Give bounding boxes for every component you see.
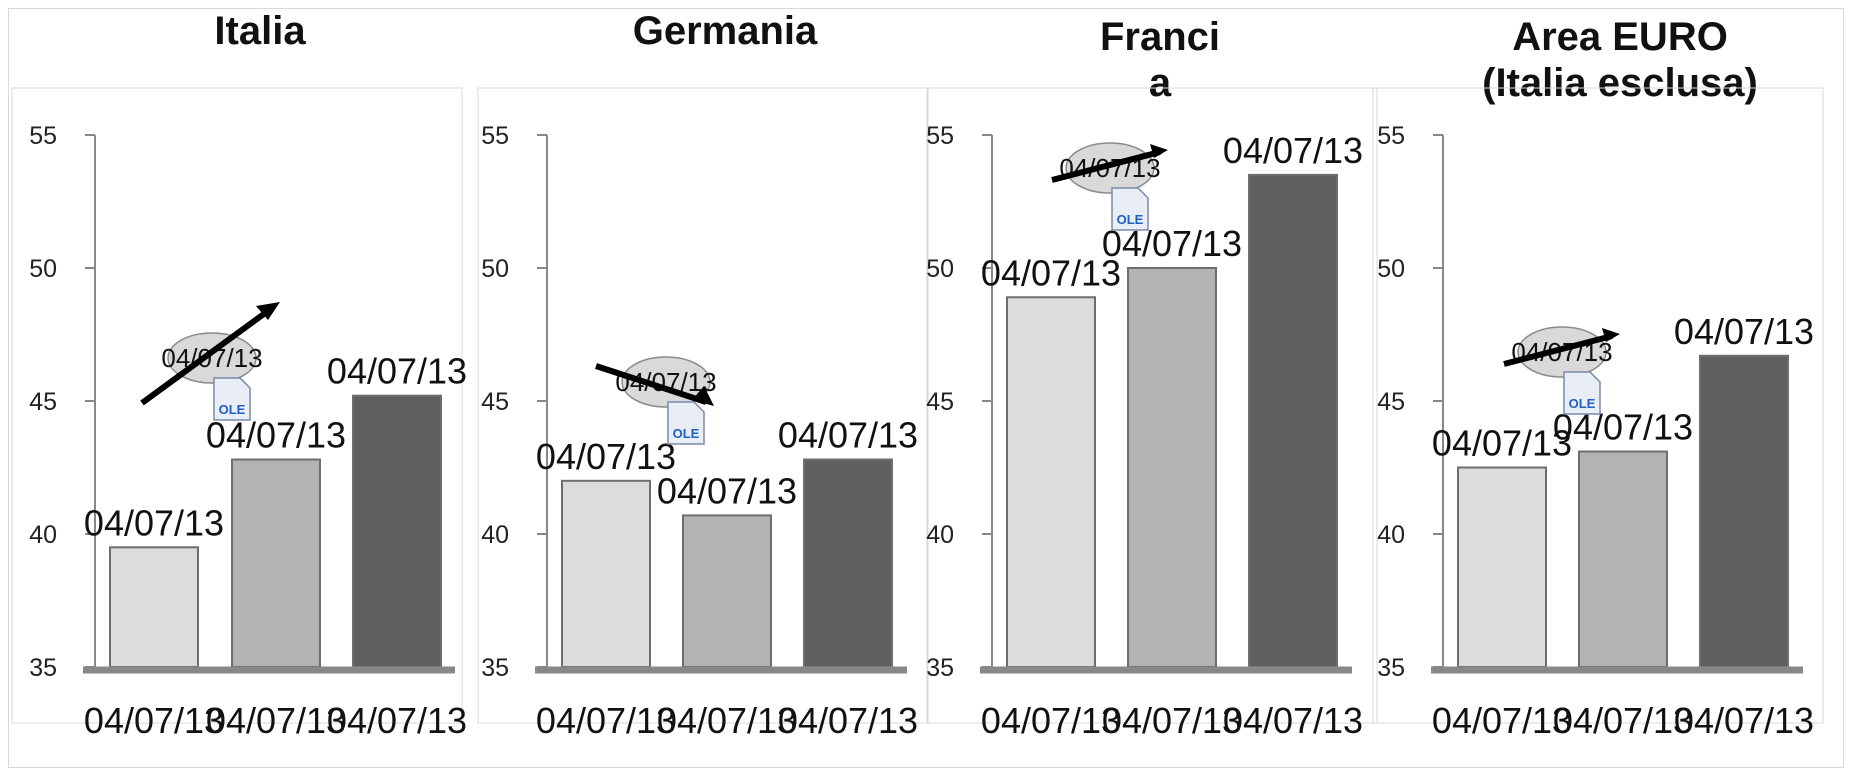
y-tick-label: 45: [926, 388, 954, 416]
data-label: 04/07/13: [1674, 311, 1814, 352]
annotation-arrowhead: [1602, 328, 1620, 342]
data-label: 04/07/13: [327, 351, 467, 392]
annotation-arrow: [1503, 333, 1613, 367]
x-tick-label: 04/07/13: [1102, 700, 1242, 741]
ole-object-icon: [1563, 371, 1601, 415]
y-tick-label: 55: [926, 122, 954, 150]
annotation-arrowhead: [256, 302, 280, 320]
bar: [1578, 450, 1668, 669]
bar: [803, 458, 893, 668]
y-tick-label: 35: [481, 654, 509, 682]
chart-frame: [8, 8, 1844, 768]
data-label: 04/07/13: [778, 415, 918, 456]
y-tick-label: 35: [1377, 654, 1405, 682]
bar: [561, 479, 651, 668]
ole-object-icon: [213, 377, 251, 421]
data-label: 04/07/13: [206, 415, 346, 456]
x-tick-label: 04/07/13: [327, 700, 467, 741]
data-label: 04/07/13: [657, 470, 797, 511]
ole-object-icon-label: OLE: [219, 402, 246, 417]
ole-object-icon-label: OLE: [673, 426, 700, 441]
bar: [231, 458, 321, 668]
x-tick-label: 04/07/13: [1553, 700, 1693, 741]
ole-object-icon: [1111, 187, 1149, 231]
y-tick-label: 40: [481, 521, 509, 549]
ole-object-icon-label: OLE: [1569, 396, 1596, 411]
panel-title-francia: Franci a: [1099, 15, 1221, 105]
y-tick-label: 50: [481, 255, 509, 283]
bar: [1127, 267, 1217, 668]
y-tick-label: 50: [1377, 255, 1405, 283]
y-tick-label: 55: [481, 122, 509, 150]
y-tick-label: 45: [1377, 388, 1405, 416]
bar: [352, 394, 442, 668]
panel-title-germania: Germania: [632, 9, 818, 53]
panel-title-area-euro: Area EURO (Italia esclusa): [1482, 15, 1758, 105]
bar: [1248, 173, 1338, 668]
y-tick-label: 55: [1377, 122, 1405, 150]
annotation-arrow: [595, 363, 707, 405]
x-tick-label: 04/07/13: [1674, 700, 1814, 741]
bar: [109, 546, 199, 668]
annotation-arrowhead: [1150, 144, 1168, 158]
x-tick-label: 04/07/13: [1432, 700, 1572, 741]
x-tick-label: 04/07/13: [206, 700, 346, 741]
x-tick-label: 04/07/13: [84, 700, 224, 741]
data-label: 04/07/13: [981, 252, 1121, 293]
data-label: 04/07/13: [1223, 130, 1363, 171]
y-tick-label: 50: [29, 255, 57, 283]
annotation-arrow: [1051, 149, 1161, 183]
data-label: 04/07/13: [84, 502, 224, 543]
ole-object-icon: [667, 401, 705, 445]
y-tick-label: 40: [29, 521, 57, 549]
plot-area-frame: [926, 87, 1378, 724]
data-label: 04/07/13: [536, 436, 676, 477]
annotation-arrowhead: [692, 386, 714, 406]
y-tick-label: 50: [926, 255, 954, 283]
x-tick-label: 04/07/13: [778, 700, 918, 741]
y-tick-label: 40: [1377, 521, 1405, 549]
plot-area-frame: [11, 87, 463, 724]
bar: [1699, 354, 1789, 668]
y-tick-label: 40: [926, 521, 954, 549]
y-tick-label: 45: [29, 388, 57, 416]
plot-area-frame: [477, 87, 929, 724]
annotation-arrow: [140, 305, 274, 406]
x-tick-label: 04/07/13: [536, 700, 676, 741]
bar: [682, 514, 772, 668]
data-label: 04/07/13: [1432, 423, 1572, 464]
annotation-label: 04/07/13: [161, 343, 262, 373]
bar: [1457, 466, 1547, 668]
y-tick-label: 35: [926, 654, 954, 682]
plot-area-frame: [1372, 87, 1824, 724]
x-tick-label: 04/07/13: [1223, 700, 1363, 741]
bar: [1006, 296, 1096, 668]
x-tick-label: 04/07/13: [981, 700, 1121, 741]
y-tick-label: 35: [29, 654, 57, 682]
y-tick-label: 55: [29, 122, 57, 150]
y-tick-label: 45: [481, 388, 509, 416]
x-tick-label: 04/07/13: [657, 700, 797, 741]
ole-object-icon-label: OLE: [1117, 212, 1144, 227]
panel-title-italia: Italia: [214, 9, 306, 53]
